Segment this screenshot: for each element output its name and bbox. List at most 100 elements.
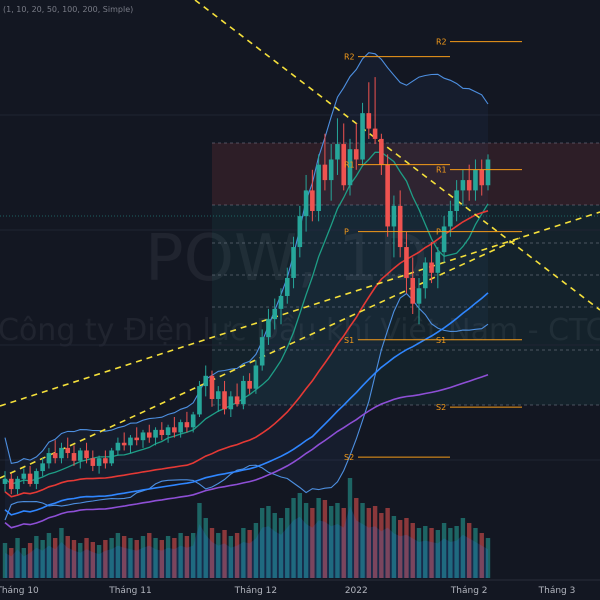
candle-body: [441, 226, 447, 253]
volume-bar: [460, 518, 466, 578]
volume-bar: [404, 518, 409, 578]
candle-body: [134, 437, 140, 441]
volume-bar: [473, 528, 478, 578]
indicator-settings-label[interactable]: (1, 10, 20, 50, 100, 200, Simple): [3, 5, 134, 14]
candle-body: [203, 375, 209, 387]
candle-body: [335, 144, 340, 160]
candle-body: [466, 180, 472, 191]
candle-body: [2, 478, 8, 484]
volume-bar: [391, 516, 397, 578]
volume-bar: [209, 528, 215, 578]
candle-body: [184, 422, 190, 428]
volume-bar: [429, 528, 434, 578]
volume-bar: [253, 523, 259, 578]
volume-bar: [216, 533, 221, 578]
volume-bar: [322, 500, 328, 578]
candle-body: [272, 308, 278, 320]
volume-bar: [197, 503, 202, 578]
volume-bar: [184, 536, 190, 578]
volume-bar: [259, 508, 265, 578]
candle-body: [353, 149, 359, 160]
candle-body: [234, 396, 240, 405]
volume-bar: [165, 536, 171, 578]
candle-body: [21, 473, 27, 479]
volume-bars: [2, 478, 491, 578]
volume-bar: [241, 528, 246, 578]
pivot-label: P: [344, 228, 349, 237]
bollinger-upper-line: [4, 52, 489, 465]
candle-body: [328, 159, 334, 181]
candle-body: [479, 169, 485, 186]
time-axis: Tháng 10 Tháng 11 Tháng 12 2022 Tháng 2 Tháng…: [0, 579, 600, 596]
volume-bar: [416, 528, 422, 578]
volume-bar: [121, 536, 127, 578]
volume-bar: [2, 543, 8, 578]
volume-bar: [448, 528, 453, 578]
candle-body: [222, 391, 227, 410]
candle-body: [228, 396, 234, 410]
pivot-label: R1: [344, 161, 355, 170]
x-tick-label: Tháng 12: [234, 586, 277, 596]
pivot-levels: R2 R2 R1 R1 P P S1 S1 S2 S2: [344, 38, 522, 462]
volume-bar: [147, 533, 152, 578]
volume-bar: [297, 493, 303, 578]
watermark-company: Công ty Điện lực Dầu khí Việt Nam - CTCP: [0, 313, 600, 348]
volume-bar: [372, 506, 378, 578]
candle-body: [146, 432, 152, 438]
candle-body: [291, 247, 296, 278]
volume-bar: [40, 540, 45, 578]
volume-bar: [354, 498, 359, 578]
volume-bar: [310, 508, 315, 578]
candle-body: [379, 138, 384, 165]
candle-body: [266, 319, 271, 338]
candle-body: [109, 450, 114, 464]
x-tick-label: Tháng 2: [450, 586, 488, 596]
watermark: POW, 1D Công ty Điện lực Dầu khí Việt Na…: [0, 222, 600, 348]
candle-body: [247, 380, 252, 389]
candle-body: [103, 458, 108, 464]
x-tick-label: Tháng 10: [0, 586, 39, 596]
volume-bar: [78, 543, 83, 578]
volume-bar: [71, 540, 77, 578]
pivot-label: S1: [436, 336, 446, 345]
volume-bar: [90, 542, 96, 578]
candles: [2, 77, 491, 495]
volume-bar: [234, 533, 240, 578]
candle-body: [65, 447, 71, 454]
candle-body: [385, 164, 390, 227]
volume-bar: [222, 530, 227, 578]
candle-body: [473, 169, 478, 191]
candle-body: [259, 337, 265, 366]
candle-body: [366, 113, 372, 129]
candle-body: [159, 429, 165, 436]
candle-body: [241, 380, 246, 405]
candle-body: [121, 442, 127, 446]
volume-bar: [190, 533, 196, 578]
volume-bar: [303, 503, 309, 578]
volume-bar: [46, 533, 52, 578]
volume-bar: [423, 526, 428, 578]
pivot-label: R2: [436, 38, 447, 47]
volume-bar: [153, 538, 158, 578]
candle-body: [215, 391, 221, 399]
candle-body: [197, 386, 202, 415]
candle-body: [15, 478, 20, 490]
volume-bar: [266, 506, 271, 578]
volume-bar: [278, 518, 284, 578]
pivot-label: S1: [344, 336, 354, 345]
candle-body: [34, 471, 39, 484]
candle-body: [297, 216, 303, 248]
volume-bar: [479, 533, 484, 578]
candle-body: [27, 473, 33, 484]
bollinger-lower-line: [4, 292, 489, 521]
candle-body: [404, 247, 409, 278]
candle-body: [303, 190, 309, 217]
volume-bar: [203, 518, 208, 578]
volume-bar: [397, 520, 403, 578]
volume-bar: [341, 508, 346, 578]
volume-bar: [466, 523, 472, 578]
volume-bar: [65, 536, 70, 578]
candle-body: [278, 295, 284, 309]
candle-body: [190, 414, 196, 428]
